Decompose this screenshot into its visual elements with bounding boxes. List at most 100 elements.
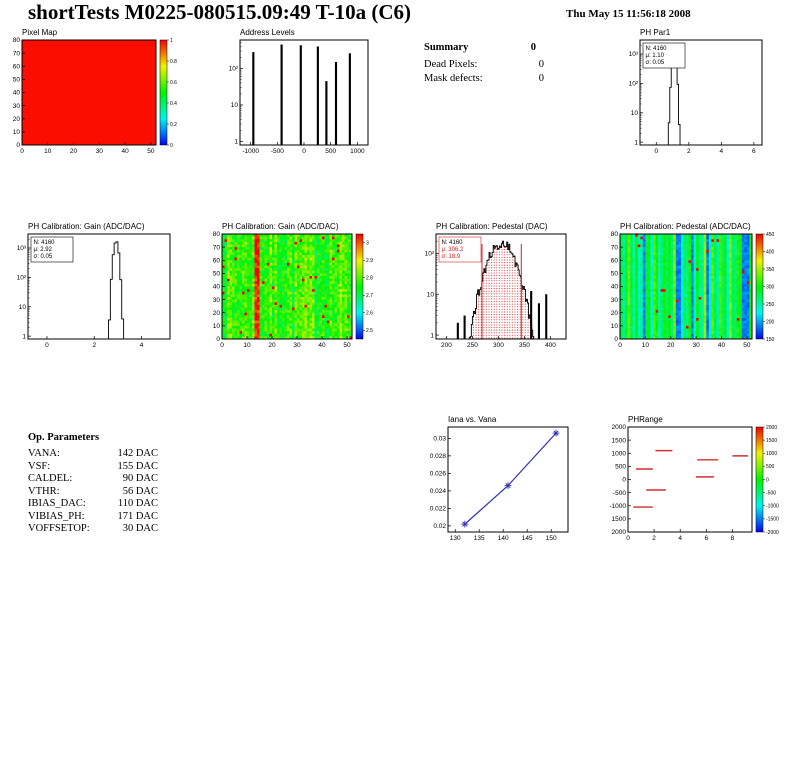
svg-text:2000: 2000	[766, 425, 777, 431]
svg-text:1: 1	[234, 139, 238, 146]
param-row: Mask defects: 0	[424, 73, 544, 84]
svg-text:Pixel Map: Pixel Map	[22, 28, 58, 37]
ph-par1-chart: PH Par1 0 2 4 6 1 10 10² 10³ N: 4160 μ: 1.10 σ: 0.0…	[616, 26, 768, 158]
svg-text:0: 0	[618, 342, 622, 349]
svg-text:10²: 10²	[629, 81, 639, 88]
param-value: 110 DAC	[117, 498, 158, 509]
summary-value: 0	[530, 42, 536, 53]
svg-text:500: 500	[325, 148, 336, 155]
ped-hist-plot: PH Calibration: Pedestal (DAC) 200 250 300 3…	[425, 222, 567, 349]
svg-text:10²: 10²	[425, 251, 435, 258]
svg-text:0.4: 0.4	[170, 101, 177, 107]
svg-text:-2000: -2000	[766, 530, 779, 536]
param-value: 0	[538, 73, 544, 84]
svg-text:4: 4	[140, 342, 144, 349]
svg-text:PH Calibration: Pedestal (ADC/: PH Calibration: Pedestal (ADC/DAC)	[620, 222, 751, 231]
param-value: 56 DAC	[122, 485, 158, 497]
svg-text:PH Calibration: Pedestal (DAC): PH Calibration: Pedestal (DAC)	[436, 222, 548, 231]
param-value: 90 DAC	[122, 473, 158, 484]
svg-text:70: 70	[213, 244, 221, 251]
svg-text:0.024: 0.024	[430, 488, 447, 495]
svg-text:σ: 0.05: σ: 0.05	[646, 60, 665, 66]
svg-text:2: 2	[652, 535, 656, 542]
svg-text:20: 20	[70, 148, 78, 155]
svg-text:30: 30	[611, 297, 619, 304]
param-row: VTHR: 56 DAC	[28, 486, 158, 497]
svg-text:2.8: 2.8	[366, 276, 373, 282]
svg-text:Iana vs. Vana: Iana vs. Vana	[448, 415, 497, 424]
svg-text:0.03: 0.03	[433, 436, 446, 443]
gain-map-plot: PH Calibration: Gain (ADC/DAC)0 10 20 30 40 5…	[213, 222, 373, 349]
svg-text:PH Calibration: Gain (ADC/DAC): PH Calibration: Gain (ADC/DAC)	[28, 222, 145, 231]
svg-text:0: 0	[766, 477, 769, 483]
svg-text:60: 60	[611, 257, 619, 264]
param-label: VOFFSETOP:	[28, 523, 90, 534]
ph-range-chart: PHRange 0 2 4 6 8 2000 1500 1000 500 0 -500 -1000 150…	[600, 413, 796, 545]
op-parameters-title: Op. Parameters	[28, 432, 100, 443]
svg-text:400: 400	[766, 249, 775, 255]
svg-text:20: 20	[667, 342, 675, 349]
svg-text:10: 10	[213, 323, 221, 330]
svg-text:250: 250	[467, 342, 478, 349]
svg-text:2: 2	[687, 148, 691, 155]
svg-text:6: 6	[752, 148, 756, 155]
svg-text:40: 40	[718, 342, 726, 349]
svg-text:1: 1	[430, 332, 434, 339]
param-row: VANA: 142 DAC	[28, 448, 158, 459]
svg-text:N: 4160: N: 4160	[34, 240, 56, 246]
summary-block: Summary 0 Dead Pixels: 0 Mask defects: 0	[424, 42, 550, 87]
pixel-map-chart: Pixel Map 0 10 20 30 40 50 0 10 20 30 40 50 60 70 80 1 0.…	[4, 26, 196, 158]
param-label: Dead Pixels:	[424, 59, 478, 70]
svg-text:2000: 2000	[612, 424, 627, 431]
svg-text:80: 80	[611, 231, 619, 238]
ped-map-plot: PH Calibration: Pedestal (ADC/DAC) 0 10 20 3…	[611, 222, 775, 349]
svg-text:-500: -500	[271, 148, 284, 155]
svg-text:20: 20	[213, 310, 221, 317]
svg-text:0.026: 0.026	[430, 471, 447, 478]
param-label: VTHR:	[28, 485, 60, 497]
svg-text:50: 50	[147, 148, 155, 155]
svg-text:PH Par1: PH Par1	[640, 28, 671, 37]
svg-text:30: 30	[96, 148, 104, 155]
svg-text:50: 50	[611, 271, 619, 278]
svg-text:4: 4	[678, 535, 682, 542]
svg-text:10: 10	[642, 342, 650, 349]
svg-text:500: 500	[766, 464, 775, 470]
pedestal-map-chart: PH Calibration: Pedestal (ADC/DAC) 0 10 20 3…	[602, 220, 796, 352]
svg-text:10²: 10²	[229, 66, 239, 73]
svg-text:0.022: 0.022	[430, 506, 447, 513]
svg-text:0: 0	[216, 336, 220, 343]
svg-text:6: 6	[705, 535, 709, 542]
pedestal-histogram-chart: PH Calibration: Pedestal (DAC) 200 250 300 3…	[410, 220, 570, 352]
param-row: VSF: 155 DAC	[28, 461, 158, 472]
svg-text:200: 200	[441, 342, 452, 349]
svg-text:10: 10	[427, 291, 435, 298]
svg-text:0.8: 0.8	[170, 59, 177, 65]
svg-text:0.028: 0.028	[430, 453, 447, 460]
gain-hist-plot: PH Calibration: Gain (ADC/DAC) 0 2 4 1 10 10² 1…	[17, 222, 171, 349]
svg-text:1500: 1500	[766, 438, 777, 444]
svg-text:0: 0	[220, 342, 224, 349]
param-label: CALDEL:	[28, 473, 73, 484]
svg-text:3: 3	[366, 241, 369, 247]
svg-text:1: 1	[634, 139, 638, 146]
svg-text:20: 20	[611, 310, 619, 317]
ph-range-plot: PHRange 0 2 4 6 8 2000 1500 1000 500 0 -500 -1000 150…	[609, 415, 779, 542]
svg-text:60: 60	[13, 63, 21, 70]
param-label: VIBIAS_PH:	[28, 510, 85, 522]
svg-text:250: 250	[766, 302, 775, 308]
param-value: 142 DAC	[117, 448, 158, 459]
svg-text:350: 350	[766, 267, 775, 273]
page-title: shortTests M0225-080515.09:49 T-10a (C6)	[28, 0, 412, 24]
svg-text:10: 10	[13, 129, 21, 136]
svg-text:σ: 18.9: σ: 18.9	[442, 254, 461, 260]
svg-text:60: 60	[213, 257, 221, 264]
param-row: VOFFSETOP: 30 DAC	[28, 523, 158, 534]
address-levels-plot: Address Levels -1000 -500 0 500 1000 1 10 10²	[229, 28, 369, 155]
param-label: IBIAS_DAC:	[28, 498, 86, 509]
svg-text:1: 1	[170, 38, 173, 44]
svg-text:0: 0	[622, 477, 626, 484]
svg-text:-1000: -1000	[766, 504, 779, 510]
svg-text:8: 8	[731, 535, 735, 542]
svg-text:-1500: -1500	[766, 517, 779, 523]
